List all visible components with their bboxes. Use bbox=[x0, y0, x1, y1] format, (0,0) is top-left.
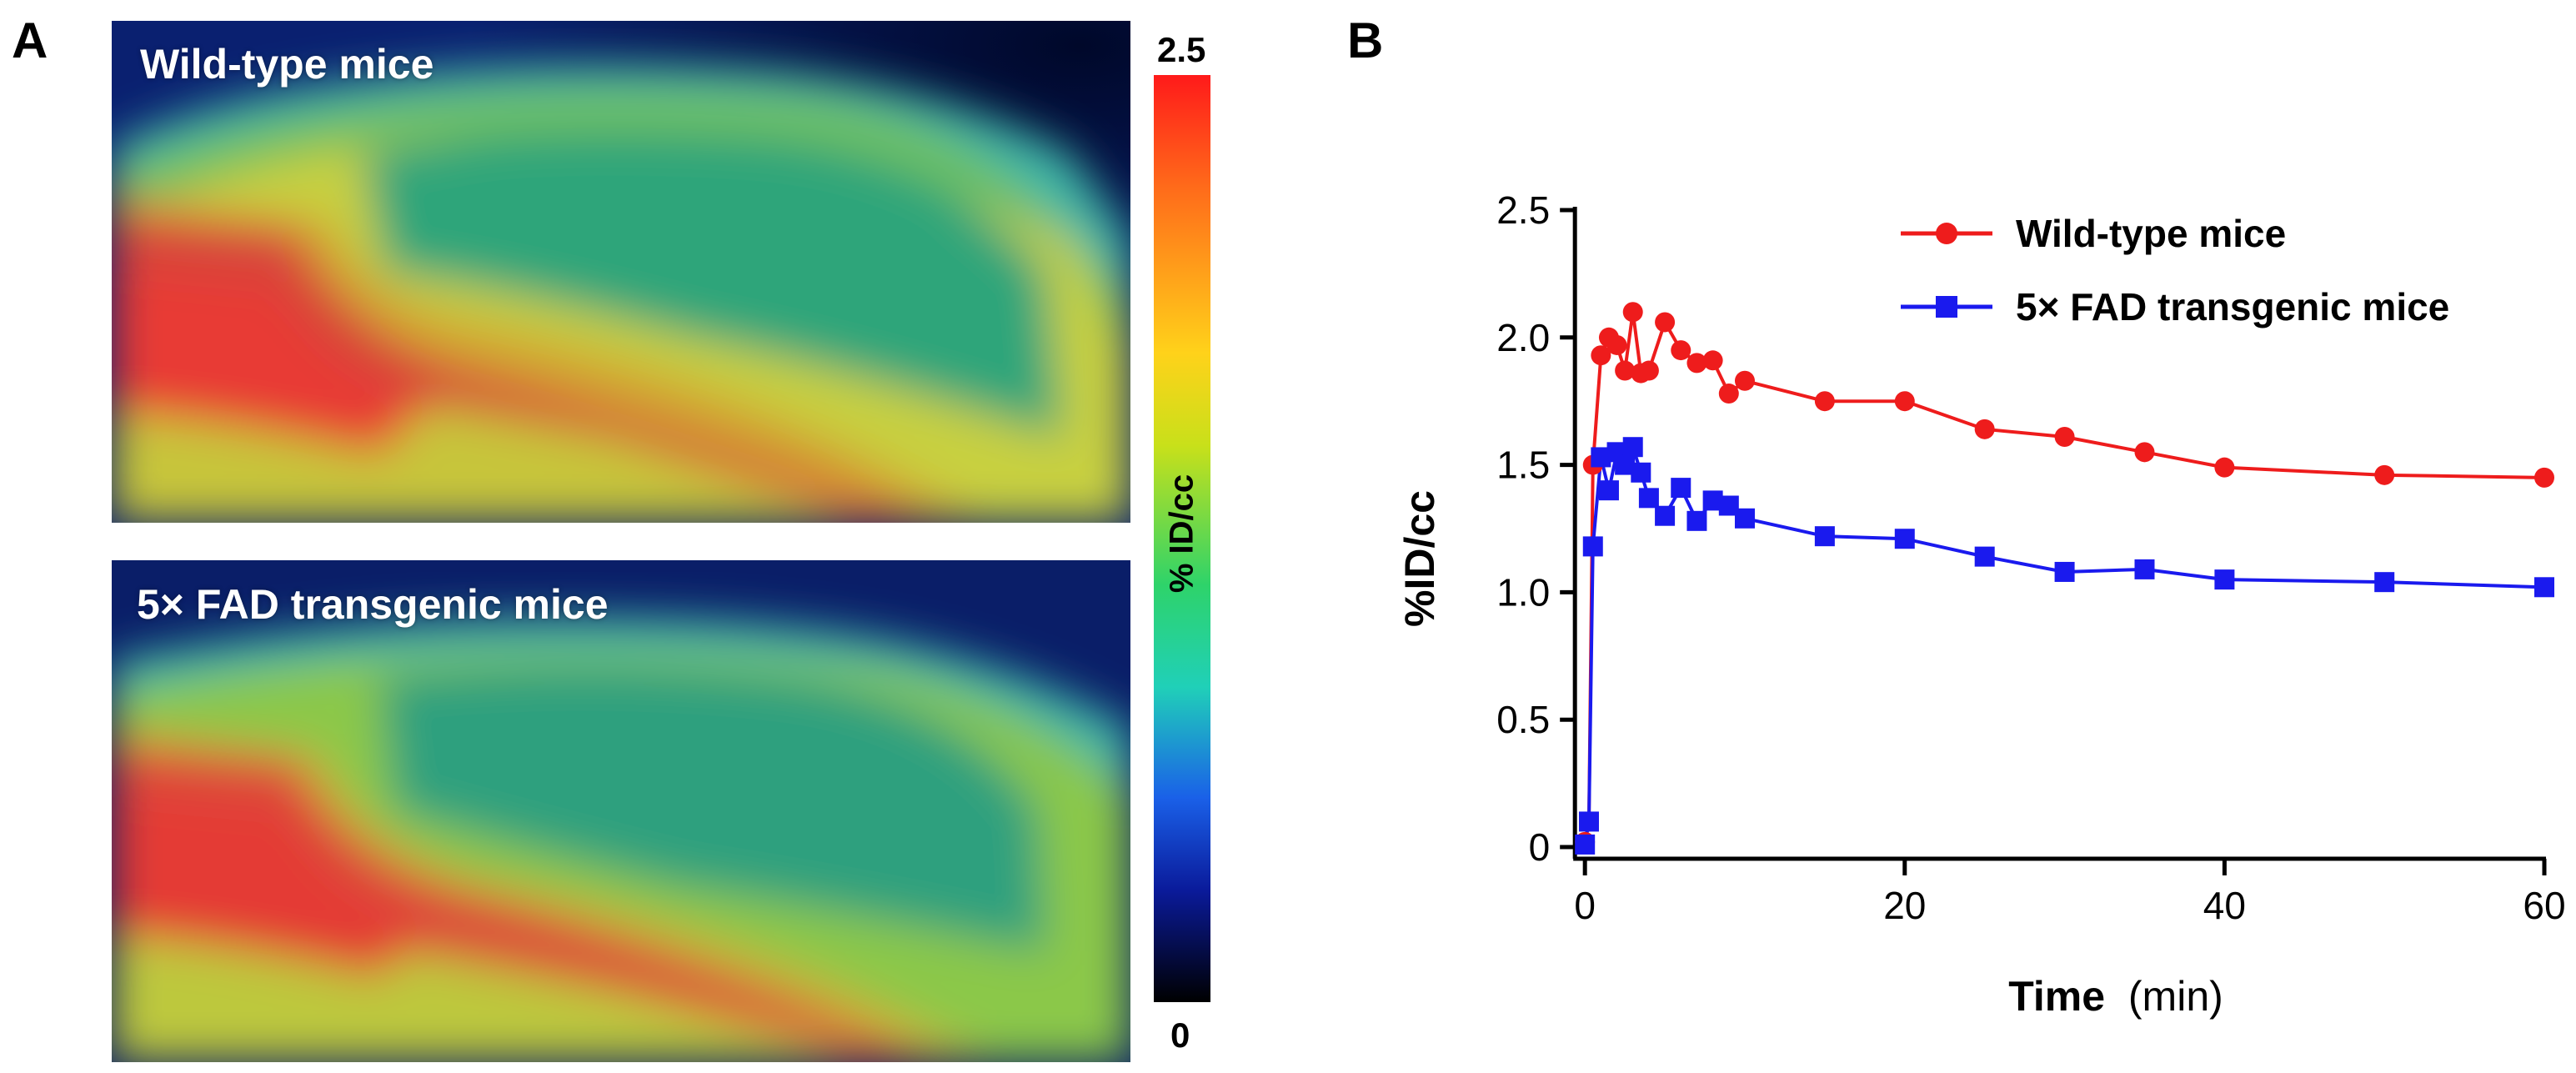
data-point-5xfad bbox=[1622, 437, 1643, 458]
y-axis-label: %ID/cc bbox=[1396, 490, 1443, 627]
data-point-wild-type bbox=[1894, 391, 1915, 412]
data-point-5xfad bbox=[1582, 536, 1603, 557]
data-point-5xfad bbox=[1638, 488, 1659, 509]
y-tick-label: 0 bbox=[1529, 825, 1551, 869]
pet-image-wild-type bbox=[112, 21, 1130, 523]
data-point-wild-type bbox=[1591, 345, 1611, 366]
panel-b-letter: B bbox=[1347, 13, 1384, 68]
y-tick-label: 1.5 bbox=[1496, 444, 1550, 487]
data-point-wild-type bbox=[1814, 391, 1835, 412]
colorbar-axis-label: % ID/cc bbox=[1163, 474, 1200, 594]
colorbar bbox=[1154, 75, 1210, 1002]
data-point-wild-type bbox=[1671, 340, 1691, 361]
colorbar-min-label: 0 bbox=[1170, 1015, 1190, 1055]
chart-b: 0 0.5 1.0 1.5 2.0 2.5 0 20 40 60 Wild-type mice 5×… bbox=[1396, 188, 2566, 1020]
data-point-5xfad bbox=[2534, 577, 2554, 598]
legend-label-wild-type: Wild-type mice bbox=[2016, 212, 2286, 255]
data-point-5xfad bbox=[1686, 510, 1707, 531]
data-point-wild-type bbox=[1718, 384, 1739, 404]
y-tick-label: 2.5 bbox=[1496, 188, 1550, 232]
data-point-5xfad bbox=[1814, 526, 1835, 547]
data-point-wild-type bbox=[2374, 464, 2395, 485]
data-point-wild-type bbox=[1734, 370, 1755, 391]
panel-a-letter: A bbox=[12, 13, 48, 68]
pet-label-5xfad: 5× FAD transgenic mice bbox=[137, 581, 609, 628]
x-tick-label: 0 bbox=[1574, 884, 1596, 927]
data-point-wild-type bbox=[2534, 467, 2554, 488]
x-axis-label: Time (min) bbox=[2008, 973, 2223, 1020]
data-point-5xfad bbox=[1734, 508, 1755, 529]
data-point-wild-type bbox=[1686, 353, 1707, 374]
data-point-5xfad bbox=[2134, 559, 2155, 579]
x-tick-label: 40 bbox=[2203, 884, 2246, 927]
data-point-5xfad bbox=[1655, 505, 1676, 526]
x-tick-label: 60 bbox=[2523, 884, 2565, 927]
y-tick-label: 1.0 bbox=[1496, 570, 1550, 614]
y-tick-label: 2.0 bbox=[1496, 316, 1550, 359]
legend-marker-5xfad bbox=[1936, 296, 1957, 318]
data-point-wild-type bbox=[1615, 360, 1636, 381]
data-point-5xfad bbox=[1578, 811, 1599, 832]
data-point-5xfad bbox=[1974, 546, 1995, 567]
x-tick-label: 20 bbox=[1883, 884, 1926, 927]
data-point-wild-type bbox=[1974, 419, 1995, 439]
data-point-5xfad bbox=[2374, 572, 2395, 593]
pet-image-5xfad bbox=[112, 560, 1130, 1062]
data-point-wild-type bbox=[1655, 312, 1676, 333]
data-point-wild-type bbox=[1638, 360, 1659, 381]
y-tick-label: 0.5 bbox=[1496, 698, 1550, 741]
legend-label-5xfad: 5× FAD transgenic mice bbox=[2016, 285, 2449, 328]
colorbar-max-label: 2.5 bbox=[1157, 30, 1206, 69]
data-point-5xfad bbox=[1631, 462, 1651, 483]
pet-label-wild-type: Wild-type mice bbox=[140, 41, 434, 88]
data-point-5xfad bbox=[2214, 569, 2235, 590]
data-point-5xfad bbox=[1894, 529, 1915, 549]
data-point-wild-type bbox=[1622, 302, 1643, 323]
data-point-wild-type bbox=[1606, 334, 1627, 355]
data-point-wild-type bbox=[2134, 442, 2155, 463]
x-axis-label-unit: (min) bbox=[2128, 973, 2223, 1020]
data-point-wild-type bbox=[1702, 350, 1723, 371]
data-point-5xfad bbox=[1671, 478, 1691, 499]
x-axis-label-main: Time bbox=[2008, 973, 2105, 1020]
legend-marker-wild-type bbox=[1936, 223, 1957, 244]
data-point-wild-type bbox=[2054, 426, 2075, 447]
data-point-5xfad bbox=[2054, 561, 2075, 582]
data-point-5xfad bbox=[1598, 480, 1619, 501]
data-point-wild-type bbox=[2214, 457, 2235, 478]
data-point-5xfad bbox=[1575, 834, 1596, 855]
